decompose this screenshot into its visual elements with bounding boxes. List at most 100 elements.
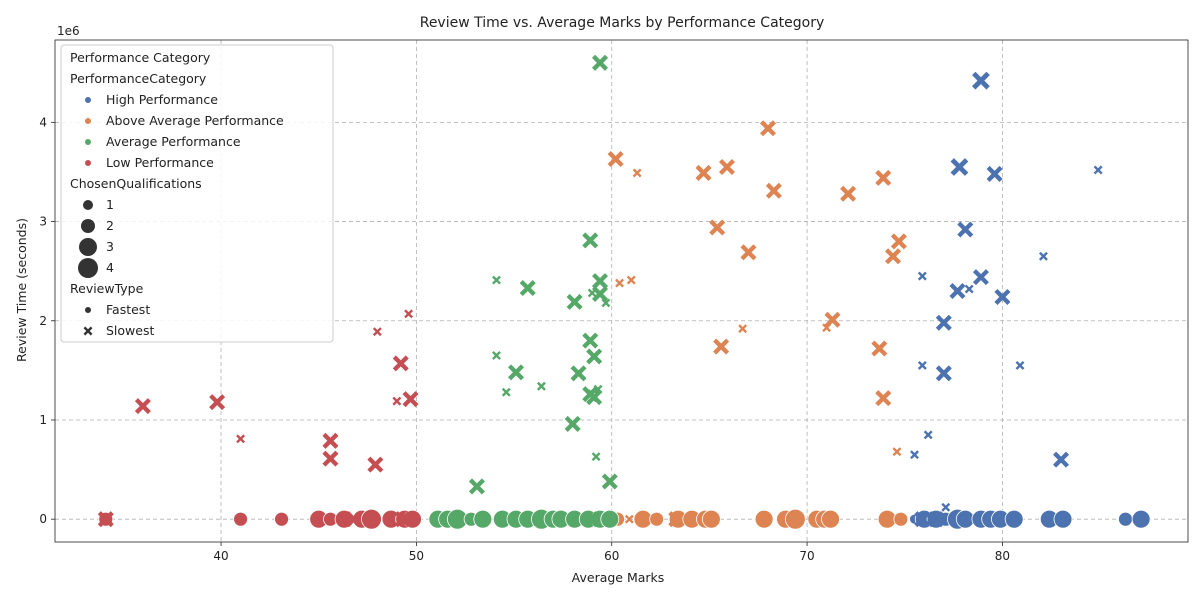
y-tick-label: 2 <box>39 314 47 328</box>
marker-x-stroke <box>367 456 384 473</box>
marker-x-stroke <box>840 185 857 202</box>
marker-x-stroke <box>713 338 730 355</box>
data-point <box>784 508 806 530</box>
data-point <box>624 514 634 524</box>
marker-x-stroke <box>345 511 362 528</box>
marker-x-stroke <box>592 273 609 290</box>
data-point <box>972 71 990 90</box>
data-point <box>392 355 409 372</box>
x-tick-label: 80 <box>995 549 1010 563</box>
data-point <box>586 348 603 365</box>
marker-x-stroke <box>492 351 501 360</box>
legend-entry-label: Above Average Performance <box>106 113 284 128</box>
data-point <box>570 365 587 382</box>
x-tick-label: 60 <box>604 549 619 563</box>
data-point <box>957 221 974 238</box>
marker-x-stroke <box>468 478 485 495</box>
marker-x-stroke <box>404 309 414 319</box>
marker-x-stroke <box>582 511 599 528</box>
legend-style-title: ReviewType <box>70 281 144 296</box>
data-point <box>972 269 989 286</box>
marker-x-stroke <box>935 365 952 382</box>
data-point <box>964 284 974 294</box>
marker-x-stroke <box>632 168 642 178</box>
data-point <box>695 164 712 181</box>
data-point <box>582 511 599 528</box>
data-point <box>394 511 411 528</box>
data-point <box>986 165 1003 182</box>
y-offset-label: 1e6 <box>57 24 80 38</box>
marker-x-stroke <box>892 447 902 457</box>
data-point <box>591 452 601 462</box>
marker-x-stroke <box>765 182 782 199</box>
x-tick-label: 40 <box>213 549 228 563</box>
marker-x-stroke <box>209 394 226 411</box>
marker-x-stroke <box>586 348 603 365</box>
x-tick-label: 50 <box>409 549 424 563</box>
data-point <box>713 338 730 355</box>
data-point <box>592 285 609 302</box>
legend-marker <box>85 139 91 145</box>
data-point <box>917 360 927 370</box>
marker-x-stroke <box>950 158 969 176</box>
data-point <box>871 340 888 357</box>
marker-x-stroke <box>890 233 907 250</box>
data-point <box>840 185 857 202</box>
data-point <box>910 450 919 460</box>
marker-x-stroke <box>394 511 411 528</box>
marker-x-stroke <box>591 452 601 462</box>
axis-ticks: 40 50 60 70 80 0 1 2 3 4 <box>39 115 1010 563</box>
data-point <box>473 509 493 529</box>
legend-entry-label: 4 <box>106 260 114 275</box>
marker-x-stroke <box>923 430 933 440</box>
data-point <box>322 432 339 449</box>
data-point <box>1118 511 1133 527</box>
marker-x-stroke <box>824 311 841 328</box>
data-point <box>97 511 114 528</box>
data-point <box>994 288 1011 305</box>
data-point <box>709 219 726 236</box>
data-point <box>935 365 952 382</box>
marker-x-stroke <box>83 326 93 336</box>
marker-x-stroke <box>875 169 892 186</box>
data-point <box>404 309 414 319</box>
marker-x-stroke <box>927 511 945 528</box>
marker-x-stroke <box>536 381 546 391</box>
data-point <box>536 381 546 391</box>
data-point <box>738 324 748 334</box>
data-point <box>607 151 624 168</box>
data-point <box>322 450 339 467</box>
data-point <box>935 314 952 331</box>
marker-x-stroke <box>738 324 748 334</box>
marker-x-stroke <box>914 511 931 528</box>
marker-x-stroke <box>402 391 419 408</box>
data-point <box>592 54 609 71</box>
data-point <box>1053 451 1070 468</box>
data-point <box>586 389 603 406</box>
legend-hue-title: PerformanceCategory <box>70 71 207 86</box>
data-point <box>361 508 382 530</box>
data-point <box>824 311 841 328</box>
marker-x-stroke <box>322 450 339 467</box>
marker-x-stroke <box>592 54 609 71</box>
marker-x-stroke <box>957 221 974 238</box>
data-point <box>392 396 402 406</box>
marker-x-stroke <box>322 432 339 449</box>
marker-x-stroke <box>582 232 599 249</box>
data-point <box>893 511 909 527</box>
data-point <box>740 244 757 261</box>
marker-x-stroke <box>964 284 974 294</box>
data-point <box>632 168 642 178</box>
data-point <box>914 511 931 528</box>
legend-entry-label: Fastest <box>106 302 150 317</box>
marker-x-stroke <box>875 390 892 407</box>
marker-x-stroke <box>822 323 832 333</box>
data-point <box>601 473 618 490</box>
marker-x-stroke <box>760 120 777 137</box>
marker-x-stroke <box>885 248 902 265</box>
data-point <box>1053 509 1073 529</box>
data-point <box>668 511 685 528</box>
marker-x-stroke <box>972 269 989 286</box>
marker-x-stroke <box>508 364 525 381</box>
